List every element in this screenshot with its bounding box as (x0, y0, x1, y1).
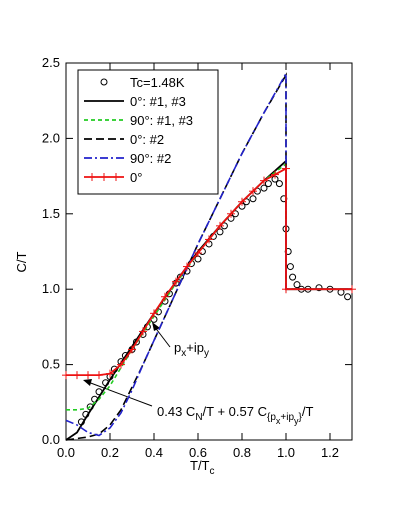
text-run: T/T (190, 458, 210, 473)
data-point (275, 180, 283, 188)
data-point (289, 273, 297, 281)
data-point (249, 195, 257, 203)
plus-marker (62, 371, 70, 380)
plus-marker (117, 360, 125, 369)
text-run: c (210, 466, 215, 477)
legend-label: Tc=1.48K (130, 75, 185, 90)
text-run: +ip (186, 340, 204, 355)
plus-marker (249, 187, 257, 196)
y-tick-label: 1.5 (42, 206, 60, 221)
plus-marker (128, 345, 136, 354)
text-run: {p (267, 412, 276, 423)
text-run: p (174, 340, 181, 355)
annotation: 0.43 CN/T + 0.57 C{px+ipy}/T (157, 404, 313, 426)
text-run: C/T (14, 251, 29, 272)
text-run: +ip (280, 412, 294, 423)
x-tick-label: 0.2 (101, 445, 119, 460)
y-tick-label: 1.0 (42, 281, 60, 296)
plus-marker (348, 285, 356, 294)
series-line (66, 167, 352, 377)
data-point (344, 293, 352, 301)
plus-marker (227, 209, 235, 218)
plus-marker (205, 235, 213, 244)
data-point (286, 263, 294, 271)
data-point (315, 284, 323, 292)
arrowhead (83, 379, 92, 386)
annotation: px+ipy (174, 340, 209, 359)
plus-marker (216, 221, 224, 230)
y-tick-label: 2.0 (42, 130, 60, 145)
y-tick-label: 0.5 (42, 357, 60, 372)
series-line (65, 159, 352, 441)
plus-marker (282, 285, 290, 294)
legend-label: 90°: #1, #3 (130, 113, 193, 128)
data-point (293, 281, 301, 289)
y-axis-label: C/T (14, 251, 29, 272)
x-tick-label: 0.6 (189, 445, 207, 460)
plus-marker (95, 371, 103, 380)
text-run: x (276, 416, 281, 426)
plus-marker (238, 197, 246, 206)
arrowhead (152, 322, 160, 331)
data-point (260, 184, 268, 192)
text-run: /T + 0.57 C (203, 404, 267, 419)
text-run: 0.43 C (157, 404, 195, 419)
y-tick-label: 2.5 (42, 55, 60, 70)
plus-marker (172, 277, 180, 286)
x-tick-label: 0.4 (145, 445, 163, 460)
x-tick-label: 0.0 (57, 445, 75, 460)
plus-marker (73, 371, 81, 380)
text-run: y (294, 416, 299, 426)
plus-marker (139, 327, 147, 336)
legend-label: 0°: #2 (130, 132, 164, 147)
x-axis-label: T/Tc (190, 458, 215, 477)
y-tick-label: 0.0 (42, 432, 60, 447)
plus-marker (84, 371, 92, 380)
annotation-arrow (87, 381, 153, 407)
plus-marker (260, 176, 268, 185)
legend-label: 0°: #1, #3 (130, 94, 186, 109)
plot-frame (65, 62, 353, 441)
series-line (65, 70, 352, 437)
plus-marker (282, 164, 290, 173)
plus-marker (271, 170, 279, 179)
x-tick-label: 0.8 (233, 445, 251, 460)
text-run: y (204, 348, 209, 359)
text-run: N (195, 412, 202, 423)
data-point (337, 288, 345, 296)
plus-marker (194, 249, 202, 258)
data-point (264, 180, 272, 188)
x-tick-label: 1.2 (321, 445, 339, 460)
legend-box (77, 69, 219, 195)
x-tick-label: 1.0 (277, 445, 295, 460)
legend-label: 0° (130, 170, 142, 185)
legend-swatch (100, 78, 108, 86)
text-run: } (299, 412, 303, 423)
series-line (65, 72, 352, 441)
plus-marker (161, 292, 169, 301)
text-run: x (181, 348, 186, 359)
legend-label: 90°: #2 (130, 151, 171, 166)
plus-marker (150, 309, 158, 318)
plus-marker (106, 369, 114, 378)
text-run: /T (302, 404, 314, 419)
plus-marker (183, 262, 191, 271)
